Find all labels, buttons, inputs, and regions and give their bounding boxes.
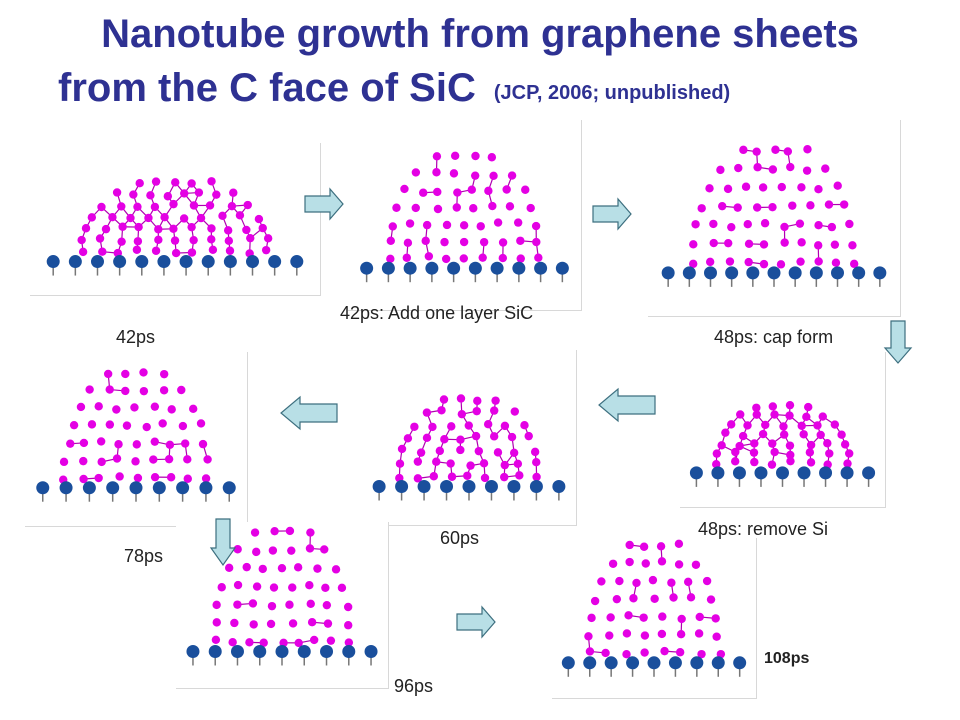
slide-title-line2: from the C face of SiC (JCP, 2006; unpubl… <box>58 66 938 115</box>
arrow-down-icon <box>883 320 913 364</box>
snapshot-42ps-add-layer <box>348 120 582 311</box>
snapshot-42ps <box>30 143 321 296</box>
snapshot-96ps <box>176 522 389 689</box>
molecule-image <box>46 177 304 276</box>
slide-title-line1: Nanotube growth from graphene sheets <box>101 12 859 56</box>
label-48ps-remove-si: 48ps: remove Si <box>698 519 829 539</box>
snapshot-78ps <box>25 352 248 527</box>
molecule-image <box>186 526 378 666</box>
snapshot-48ps-remove-si <box>680 352 886 508</box>
arrow-left-icon <box>598 387 656 423</box>
label-78ps: 78ps <box>124 546 164 566</box>
molecule-image <box>561 539 747 677</box>
label-108ps: 108ps <box>764 650 810 667</box>
arrow-left-icon <box>280 395 338 431</box>
molecule-image <box>372 394 566 501</box>
molecule-image <box>36 368 236 502</box>
title-line2-text: from the C face of SiC <box>58 66 476 110</box>
label-96ps: 96ps <box>394 676 434 696</box>
snapshot-60ps <box>362 350 577 526</box>
molecule-image <box>661 145 887 287</box>
arrow-down-icon <box>209 518 237 567</box>
arrow-right-icon <box>592 197 632 231</box>
citation: (JCP, 2006; unpublished) <box>493 82 731 104</box>
arrow-right-icon <box>456 605 496 639</box>
arrow-right-icon <box>304 187 344 221</box>
label-48ps-cap-form: 48ps: cap form <box>714 327 834 347</box>
snapshot-108ps <box>552 538 757 699</box>
snapshot-48ps-cap-form <box>648 120 901 317</box>
label-42ps-add-layer: 42ps: Add one layer SiC <box>340 303 534 323</box>
molecule-image <box>689 400 876 487</box>
molecule-image <box>360 151 569 283</box>
label-60ps: 60ps <box>440 528 480 548</box>
label-42ps: 42ps <box>116 327 156 347</box>
